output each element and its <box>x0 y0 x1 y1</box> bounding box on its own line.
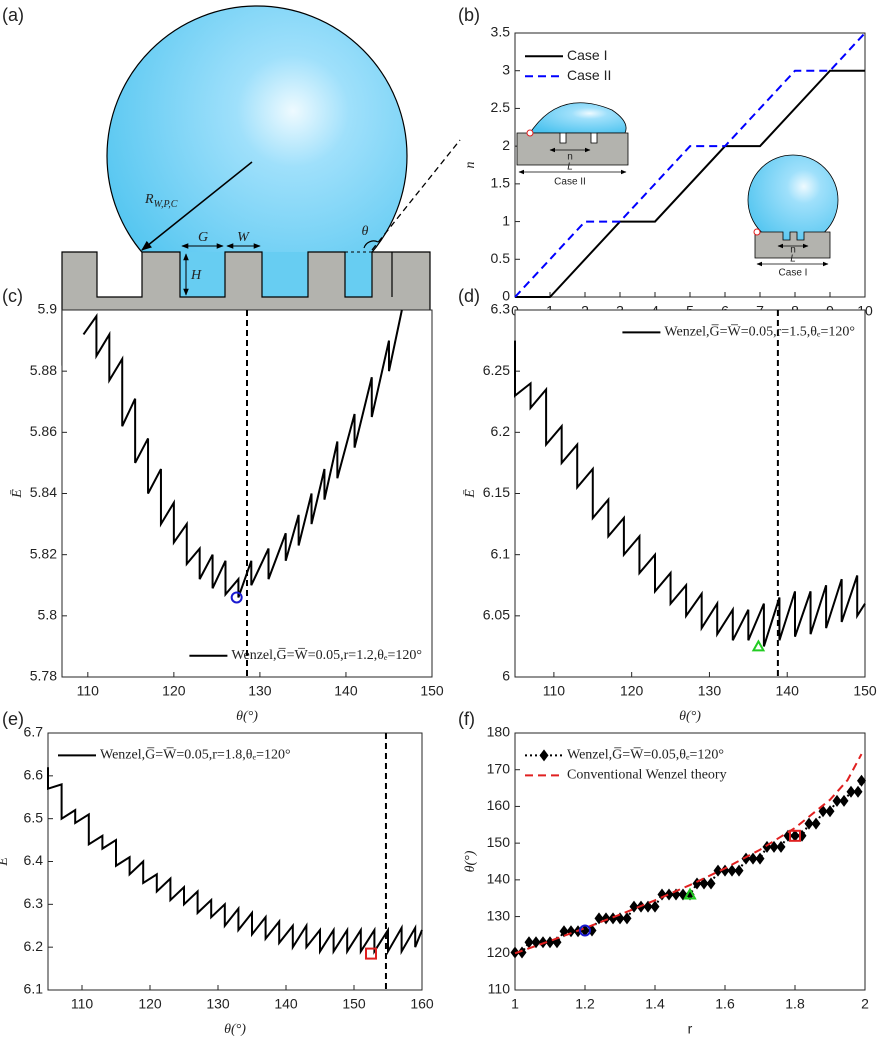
y-tick-label: 3.5 <box>491 24 511 40</box>
panel-label: (e) <box>2 709 24 729</box>
x-tick-label: 120 <box>620 683 644 699</box>
y-tick-label: 6.25 <box>483 362 510 378</box>
y-tick-label: 5.84 <box>30 484 57 500</box>
groove-fill <box>180 252 225 297</box>
y-tick-label: 1 <box>502 212 510 228</box>
y-tick-label: 5.78 <box>30 668 57 684</box>
x-tick-label: 2 <box>861 996 869 1012</box>
x-tick-label: 120 <box>162 683 186 699</box>
gap-label: G <box>198 230 208 245</box>
y-tick-label: 140 <box>487 871 511 887</box>
legend-label: Wenzel,G̅=W̅=0.05,r=1.5,θₑ=120° <box>664 324 855 340</box>
y-tick-label: 120 <box>487 944 511 960</box>
y-axis-label: θ(°) <box>463 850 478 872</box>
x-tick-label: 130 <box>248 683 272 699</box>
x-tick-label: 110 <box>71 996 94 1012</box>
x-tick-label: 110 <box>77 683 100 699</box>
y-tick-label: 5.88 <box>30 362 57 378</box>
y-axis-label: Ē <box>0 857 11 867</box>
y-tick-label: 5.9 <box>38 301 58 317</box>
x-axis-label: θ(°) <box>236 709 258 724</box>
width-label: W <box>237 230 250 245</box>
x-tick-label: 1.4 <box>645 996 665 1012</box>
panel-label: (c) <box>2 286 23 306</box>
y-tick-label: 6.5 <box>24 809 44 825</box>
panel-label: (b) <box>458 5 480 25</box>
inset-contact <box>527 130 533 136</box>
x-tick-label: 150 <box>853 683 877 699</box>
legend-label: Case II <box>567 67 611 83</box>
x-tick-label: 1.2 <box>575 996 595 1012</box>
inset-caption: Case II <box>554 177 586 188</box>
x-tick-label: 1 <box>511 996 519 1012</box>
x-tick-label: 150 <box>342 996 366 1012</box>
y-tick-label: 5.82 <box>30 545 57 561</box>
angle-label: θ <box>362 224 369 239</box>
x-tick-label: 160 <box>410 996 434 1012</box>
radius-sub: W,P,C <box>154 199 178 210</box>
plot-frame <box>515 310 865 677</box>
x-axis-label: θ(°) <box>679 709 701 724</box>
y-tick-label: 6.2 <box>24 938 44 954</box>
x-tick-label: 140 <box>776 683 800 699</box>
y-tick-label: 110 <box>488 981 511 997</box>
y-tick-label: 6.15 <box>483 484 510 500</box>
inset-l: L <box>790 254 796 265</box>
y-tick-label: 5.8 <box>38 607 58 623</box>
x-tick-label: 130 <box>698 683 722 699</box>
figure: (a) RW,P,C G W H L θ (b)01234567891000.5… <box>0 0 878 1042</box>
legend-label: Wenzel,G̅=W̅=0.05,r=1.8,θₑ=120° <box>100 747 291 763</box>
y-tick-label: 6.1 <box>24 981 44 997</box>
legend-label: Conventional Wenzel theory <box>567 768 727 783</box>
y-tick-label: 3 <box>502 61 510 77</box>
y-tick-label: 2 <box>502 137 510 153</box>
y-tick-label: 160 <box>487 797 511 813</box>
panel-label: (f) <box>458 709 475 729</box>
x-tick-label: 120 <box>138 996 162 1012</box>
x-tick-label: 150 <box>420 683 444 699</box>
y-tick-label: 2.5 <box>491 99 511 115</box>
x-axis-label: θ(°) <box>224 1022 246 1037</box>
inset-l: L <box>567 162 573 173</box>
y-tick-label: 6.7 <box>24 724 44 740</box>
inset-drop <box>748 155 838 245</box>
height-label: H <box>190 268 202 283</box>
panel-label: (a) <box>2 5 24 25</box>
y-tick-label: 5.86 <box>30 423 57 439</box>
y-axis-label: n <box>463 162 478 169</box>
y-tick-label: 0.5 <box>491 250 511 266</box>
y-tick-label: 6.1 <box>491 545 511 561</box>
y-tick-label: 130 <box>487 907 511 923</box>
x-tick-label: 130 <box>206 996 230 1012</box>
x-tick-label: 110 <box>543 683 566 699</box>
inset-contact <box>754 229 760 235</box>
x-axis-label: r <box>688 1021 693 1037</box>
y-tick-label: 6.3 <box>491 301 511 317</box>
inset-caption: Case I <box>779 268 808 279</box>
y-tick-label: 6.6 <box>24 767 44 783</box>
y-tick-label: 6 <box>502 668 510 684</box>
panel-label: (d) <box>458 286 480 306</box>
legend-label: Wenzel,G̅=W̅=0.05,θₑ=120° <box>567 747 724 763</box>
y-tick-label: 6.05 <box>483 607 510 623</box>
y-axis-label: Ē <box>9 489 25 499</box>
legend-label: Wenzel,G̅=W̅=0.05,r=1.2,θₑ=120° <box>231 647 422 663</box>
y-tick-label: 150 <box>487 834 511 850</box>
y-axis-label: Ē <box>462 489 478 499</box>
y-tick-label: 1.5 <box>491 175 511 191</box>
groove-fill <box>345 252 372 297</box>
groove-fill <box>262 252 308 297</box>
y-tick-label: 6.2 <box>491 423 511 439</box>
x-tick-label: 140 <box>334 683 358 699</box>
y-tick-label: 6.4 <box>24 852 44 868</box>
legend-label: Case I <box>567 47 607 63</box>
x-tick-label: 1.8 <box>785 996 805 1012</box>
x-tick-label: 140 <box>274 996 298 1012</box>
y-tick-label: 180 <box>487 724 511 740</box>
y-tick-label: 170 <box>487 760 511 776</box>
radius-main: R <box>144 192 154 207</box>
y-tick-label: 6.3 <box>24 895 44 911</box>
x-tick-label: 1.6 <box>715 996 735 1012</box>
